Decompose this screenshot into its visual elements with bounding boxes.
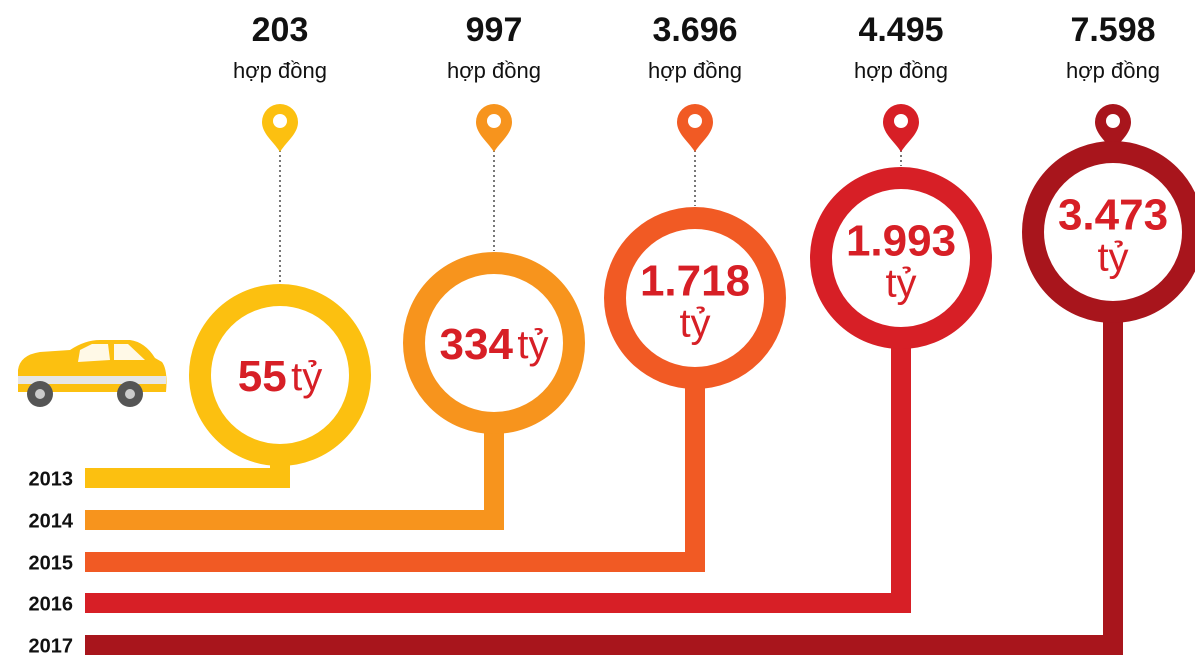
year-bar	[85, 593, 911, 613]
amount: 334	[440, 320, 514, 369]
amount-text: 55 tỷ	[238, 352, 323, 401]
contracts-number: 997	[466, 11, 523, 49]
contracts-number: 7.598	[1070, 11, 1155, 49]
year-item: 2013 203 hợp đồng 55 tỷ	[29, 11, 361, 490]
pin-hole	[487, 114, 501, 128]
amount-unit: tỷ	[679, 302, 710, 346]
stem	[1103, 312, 1123, 655]
pin-hole	[894, 114, 908, 128]
stem	[484, 423, 504, 530]
amount-unit: tỷ	[1097, 236, 1128, 280]
year-label: 2017	[29, 635, 74, 657]
infographic: 2013 203 hợp đồng 55 tỷ 2014 997 hợp đồng 334 t…	[0, 0, 1195, 659]
contracts-unit: hợp đồng	[854, 58, 948, 83]
year-bar	[85, 468, 290, 488]
year-bar	[85, 510, 504, 530]
contracts-number: 3.696	[652, 11, 737, 49]
car-icon	[18, 340, 167, 407]
year-label: 2014	[29, 510, 74, 532]
contracts-number: 203	[252, 11, 309, 49]
amount-unit: tỷ	[291, 355, 322, 399]
pin-hole	[1106, 114, 1120, 128]
amount: 1.993	[846, 217, 956, 266]
amount-text: 334 tỷ	[440, 320, 549, 369]
pin-hole	[273, 114, 287, 128]
year-label: 2016	[29, 593, 74, 615]
year-label: 2013	[29, 468, 74, 490]
contracts-number: 4.495	[858, 11, 943, 49]
stem	[685, 378, 705, 572]
pin-hole	[688, 114, 702, 128]
contracts-unit: hợp đồng	[648, 58, 742, 83]
amount-unit: tỷ	[885, 262, 916, 306]
stem	[891, 338, 911, 613]
contracts-unit: hợp đồng	[233, 58, 327, 83]
year-bar	[85, 552, 705, 572]
amount: 55	[238, 352, 287, 401]
amount: 3.473	[1058, 191, 1168, 240]
contracts-unit: hợp đồng	[1066, 58, 1160, 83]
year-label: 2015	[29, 552, 74, 574]
year-bar	[85, 635, 1123, 655]
amount: 1.718	[640, 257, 750, 306]
amount-unit: tỷ	[517, 323, 548, 367]
contracts-unit: hợp đồng	[447, 58, 541, 83]
